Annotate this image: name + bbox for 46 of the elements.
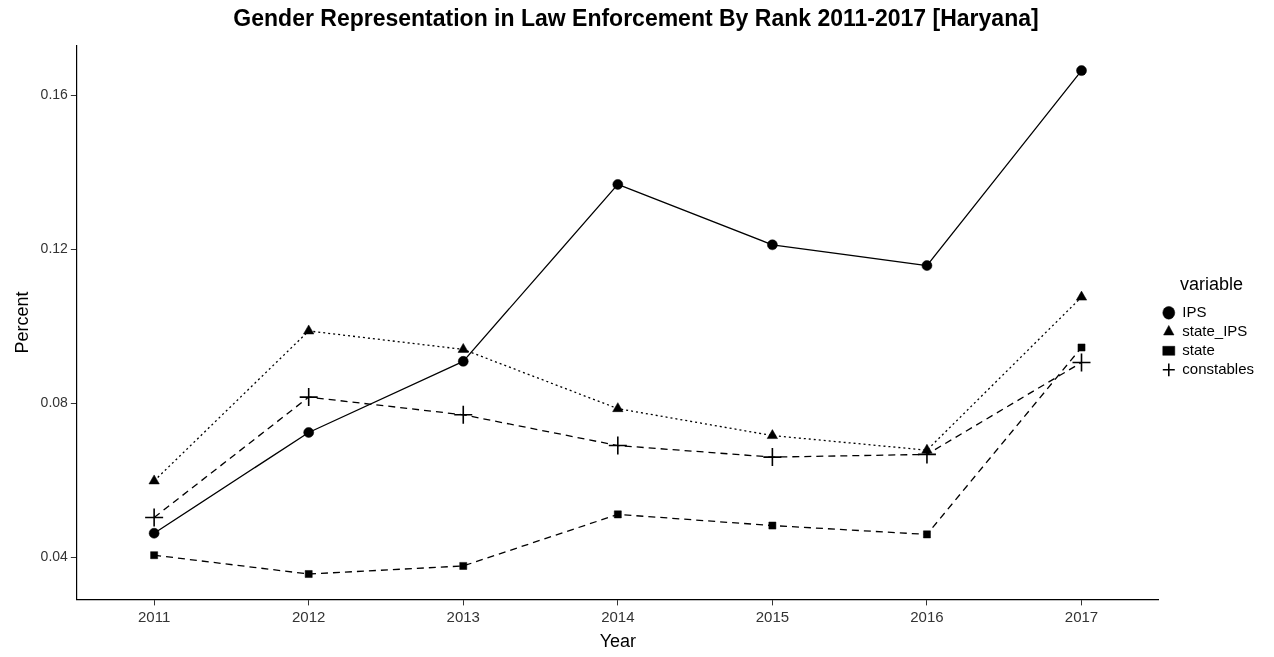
x-tick-label: 2015: [755, 607, 790, 625]
point: [148, 474, 160, 485]
x-tick-label: 2013: [446, 607, 480, 625]
point: [923, 530, 931, 539]
y-tick-label: 0.12: [40, 240, 69, 257]
x-tick-label: 2017: [1064, 607, 1099, 625]
point: [1076, 65, 1087, 76]
point: [612, 179, 624, 190]
legend-label: state_IPS: [1182, 321, 1248, 339]
point: [458, 356, 469, 367]
y-tick-label: 0.16: [40, 86, 69, 103]
legend-label: constables: [1182, 359, 1255, 377]
point: [614, 510, 622, 519]
point: [612, 402, 624, 412]
chart-title: Gender Representation in Law Enforcement By Rank 2011-2017 [Haryana]: [233, 5, 1039, 32]
point: [762, 447, 783, 467]
point: [1077, 343, 1086, 352]
point: [144, 507, 164, 528]
point: [457, 343, 469, 353]
x-tick-label: 2012: [292, 607, 326, 625]
point: [453, 405, 474, 425]
legend-title: variable: [1179, 273, 1243, 294]
x-tick-label: 2011: [138, 607, 171, 625]
point: [917, 444, 937, 465]
point: [304, 570, 313, 578]
point: [298, 387, 319, 407]
point: [459, 562, 468, 570]
point: [921, 260, 933, 271]
x-axis-title: Year: [599, 631, 637, 652]
x-tick-label: 2014: [601, 607, 635, 625]
y-tick-label: 0.04: [40, 547, 69, 564]
point: [1076, 290, 1087, 301]
legend-label: IPS: [1182, 302, 1207, 320]
point: [766, 429, 778, 439]
point: [1071, 352, 1092, 373]
point: [767, 239, 778, 251]
x-tick-label: 2016: [910, 607, 944, 625]
point: [150, 551, 158, 559]
point: [303, 427, 314, 438]
legend-label: state: [1182, 340, 1215, 358]
y-axis-title: Percent: [11, 291, 32, 354]
point: [148, 528, 160, 539]
y-tick-label: 0.08: [40, 394, 69, 411]
point: [608, 435, 628, 456]
point: [768, 521, 777, 530]
point: [303, 324, 315, 335]
